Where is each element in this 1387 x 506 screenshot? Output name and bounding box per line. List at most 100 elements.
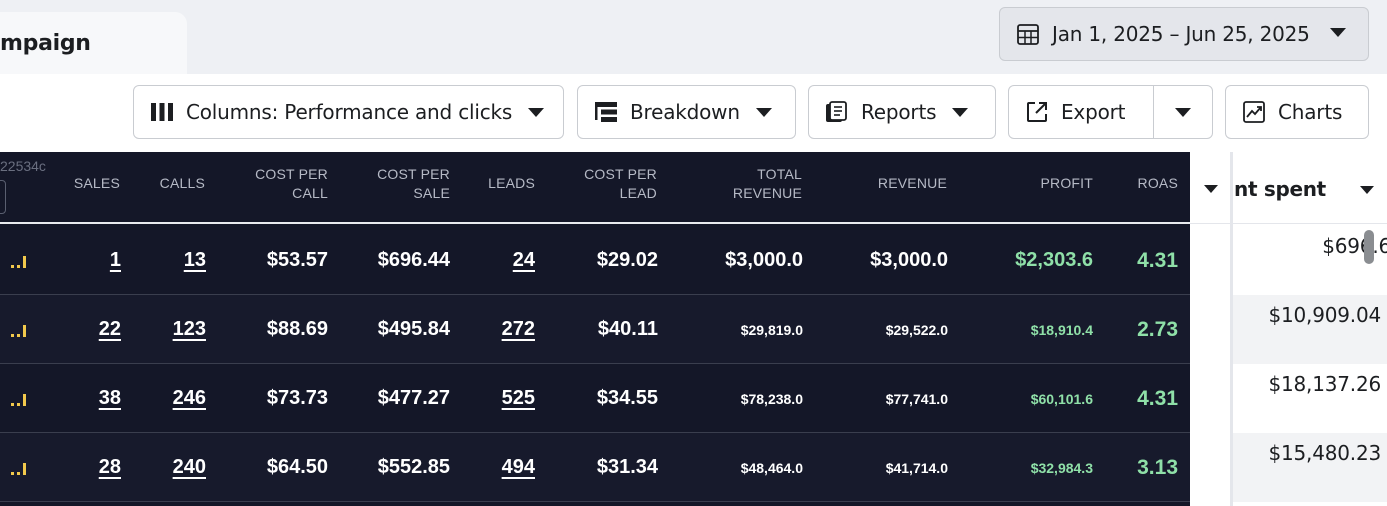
cell-leads[interactable]: 272 [501,318,535,340]
data-grid: 22534c SALES CALLS COST PER CALL COST PE… [0,152,1190,506]
signal-bars-icon [11,325,26,337]
amount-spent-header-label: nt spent [1234,177,1326,201]
cell-cost-per-sale: $495.84 [377,318,450,340]
cell-cost-per-sale: $552.85 [377,456,450,478]
signal-bars-icon [11,256,26,268]
cell-sales[interactable]: 1 [109,249,121,271]
amount-spent-header[interactable]: nt spent [1190,152,1387,224]
cell-cost-per-lead: $31.34 [596,456,658,478]
header-cost-per-call[interactable]: COST PER CALL [255,165,328,203]
header-leads[interactable]: LEADS [488,175,535,191]
table-row[interactable]: 38 246 $73.73 $477.27 525 $34.55 $78,238… [0,364,1190,433]
column-divider[interactable] [1230,152,1233,506]
header-filter-box[interactable] [0,180,6,214]
scrollbar-thumb[interactable] [1364,230,1374,264]
columns-icon [150,100,174,124]
chart-icon [1242,100,1266,124]
chevron-down-icon [1175,107,1191,117]
table-row[interactable]: 28 240 $64.50 $552.85 494 $31.34 $48,464… [0,433,1190,502]
cell-cost-per-lead: $40.11 [597,318,658,340]
export-icon [1025,100,1049,124]
cell-leads[interactable]: 525 [501,387,535,409]
amount-spent-value: $10,909.04 [1268,303,1381,327]
cell-revenue: $29,522.0 [885,321,948,338]
export-dropdown-button[interactable] [1153,85,1213,139]
cell-roas: 4.31 [1137,386,1178,410]
cell-total-revenue: $29,819.0 [740,321,803,338]
amount-spent-value: $15,480.23 [1268,441,1381,465]
amount-spent-cell: $18,137.26 [1233,364,1387,433]
header-sales[interactable]: SALES [73,175,120,191]
export-button[interactable]: Export [1008,85,1154,139]
cell-revenue: $41,714.0 [885,459,948,476]
header-cost-per-sale-line2: SALE [413,185,450,201]
header-profit[interactable]: PROFIT [1040,175,1093,191]
cell-calls[interactable]: 13 [183,249,206,271]
cell-sales[interactable]: 22 [98,318,121,340]
amount-spent-column: nt spent $696.6 $10,909.04 $18,137.26 $1… [1190,152,1387,506]
signal-bars-icon [11,463,26,475]
sort-caret-icon[interactable] [1204,185,1218,193]
columns-button[interactable]: Columns: Performance and clicks [133,85,564,139]
campaign-tab[interactable] [0,12,187,76]
date-range-picker[interactable]: Jan 1, 2025 – Jun 25, 2025 [999,7,1369,61]
cell-cost-per-call: $73.73 [266,387,328,409]
chevron-down-icon [528,107,545,117]
header-cost-per-sale[interactable]: COST PER SALE [377,165,450,203]
header-roas[interactable]: ROAS [1137,175,1178,191]
cell-leads[interactable]: 494 [501,456,535,478]
header-total-revenue[interactable]: TOTAL REVENUE [733,165,802,203]
cell-sales[interactable]: 38 [98,387,121,409]
header-cost-per-lead-line1: COST PER [584,166,657,182]
header-revenue[interactable]: REVENUE [877,175,947,191]
cell-leads[interactable]: 24 [512,249,535,271]
cell-roas: 2.73 [1137,317,1178,341]
reports-button[interactable]: Reports [808,85,996,139]
header-cost-per-sale-line1: COST PER [377,166,450,182]
amount-spent-value: $18,137.26 [1268,372,1381,396]
signal-bars-icon [11,394,26,406]
reports-icon [825,100,849,124]
chevron-down-icon[interactable] [1360,186,1374,194]
export-button-label: Export [1061,100,1126,124]
cell-roas: 3.13 [1137,455,1178,479]
cell-cost-per-lead: $29.02 [596,249,658,271]
cell-cost-per-call: $64.50 [266,456,328,478]
header-cost-per-lead[interactable]: COST PER LEAD [584,165,657,203]
cell-cost-per-lead: $34.55 [596,387,658,409]
grid-header: 22534c SALES CALLS COST PER CALL COST PE… [0,152,1190,224]
cell-profit: $18,910.4 [1030,321,1093,338]
header-total-revenue-line2: REVENUE [732,185,802,201]
calendar-icon [1017,24,1039,45]
amount-spent-value: $696.6 [1322,234,1387,258]
cell-profit: $60,101.6 [1030,390,1093,407]
columns-button-label: Columns: Performance and clicks [186,100,513,124]
cell-calls[interactable]: 240 [172,456,206,478]
chevron-down-icon [952,107,969,117]
amount-spent-cell: $696.6 [1233,226,1387,295]
cell-profit: $32,984.3 [1030,459,1093,476]
header-calls[interactable]: CALLS [159,175,205,191]
chevron-down-icon [1330,28,1346,37]
amount-spent-cell: $15,480.23 [1233,433,1387,502]
cell-calls[interactable]: 123 [172,318,206,340]
header-cost-per-call-line2: CALL [292,185,328,201]
partial-id: 22534c [0,158,46,174]
cell-roas: 4.31 [1137,248,1178,272]
breakdown-icon [594,100,618,124]
charts-button-label: Charts [1278,100,1343,124]
header-total-revenue-line1: TOTAL [757,166,802,182]
cell-profit: $2,303.6 [1015,249,1093,271]
breakdown-button[interactable]: Breakdown [577,85,796,139]
table-row[interactable]: 1 13 $53.57 $696.44 24 $29.02 $3,000.0 $… [0,226,1190,295]
table-row[interactable]: 22 123 $88.69 $495.84 272 $40.11 $29,819… [0,295,1190,364]
cell-calls[interactable]: 246 [172,387,206,409]
cell-total-revenue: $3,000.0 [725,249,803,271]
cell-revenue: $3,000.0 [870,249,948,271]
charts-button[interactable]: Charts [1225,85,1369,139]
date-range-label: Jan 1, 2025 – Jun 25, 2025 [1052,22,1310,46]
campaign-tab-label: mpaign [0,31,91,56]
amount-spent-cell: $10,909.04 [1233,295,1387,364]
cell-sales[interactable]: 28 [98,456,121,478]
cell-cost-per-sale: $477.27 [377,387,450,409]
